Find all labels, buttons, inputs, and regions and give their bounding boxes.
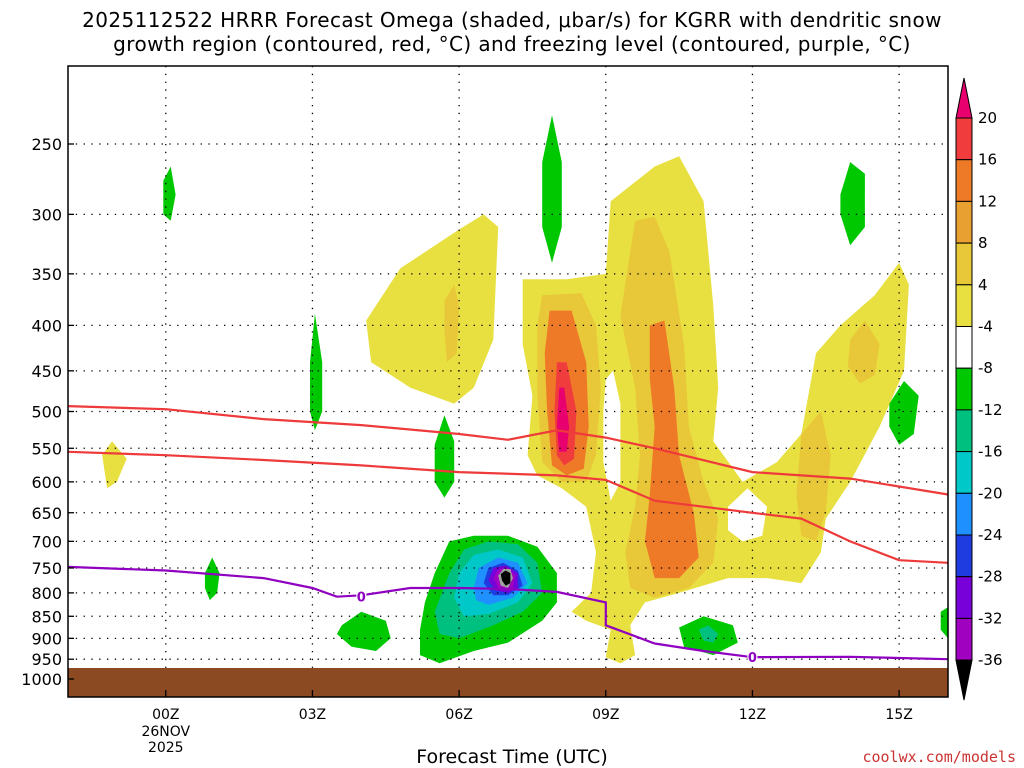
omega-region-18 [889,381,919,445]
y-tick-label-900: 900 [31,629,62,648]
colorbar-box-10 [955,534,973,578]
ground-fill [68,668,948,697]
gridlines [68,66,948,697]
colorbar-box-4 [955,284,973,327]
y-tick-label-850: 850 [31,607,62,626]
y-tick-label-750: 750 [31,559,62,578]
omega-region-0 [366,214,499,404]
y-tick-label-950: 950 [31,650,62,669]
colorbar-label-3: 8 [978,234,988,252]
colorbar-bottom-arrow [955,659,973,701]
colorbar-box-9 [955,492,973,536]
colorbar-label-1: 16 [978,151,997,169]
x-date-day: 26NOV [141,724,190,740]
y-axis: 250 300 350 400 450 500 550 600 650 700 750 800 850 9… [21,135,74,689]
y-tick-label-700: 700 [31,532,62,551]
colorbar-top-arrow [955,77,973,119]
omega-region-12 [847,320,880,384]
y-tick-label-300: 300 [31,205,62,224]
colorbar-label-2: 12 [978,192,997,210]
dendritic-lower-contour [67,450,949,564]
omega-region-23 [940,607,948,639]
y-tick-label-550: 550 [31,439,62,458]
x-tick-label-4: 12Z [739,707,766,723]
y-tick-label-800: 800 [31,584,62,603]
x-tick-label-5: 15Z [885,707,912,723]
colorbar-box-7 [955,409,973,453]
omega-shading [102,115,948,664]
colorbar-label-12: -32 [978,609,1003,627]
omega-region-17 [840,162,865,246]
chart-title-line2: growth region (contoured, red, °C) and f… [113,32,911,56]
omega-region-13 [542,115,562,263]
y-tick-label-400: 400 [31,316,62,335]
y-tick-label-650: 650 [31,504,62,523]
y-tick-label-350: 350 [31,265,62,284]
x-tick-label-1: 03Z [299,707,326,723]
omega-region-1 [444,284,460,363]
colorbar-label-6: -8 [978,359,993,377]
freezing-level-contour [67,565,949,661]
freezing-contour-label-1: 0 [748,651,757,666]
y-tick-label-500: 500 [31,403,62,422]
colorbar-label-8: -16 [978,443,1003,461]
omega-region-22 [698,625,719,643]
colorbar-box-11 [955,576,973,619]
colorbar-label-10: -24 [978,526,1003,544]
chart-title-line1: 2025112522 HRRR Forecast Omega (shaded, … [82,8,942,32]
colorbar-box-0 [955,117,973,161]
y-tick-label-250: 250 [31,135,62,154]
x-tick-label-2: 06Z [445,707,472,723]
colorbar: 20 16 12 8 4 -4 -8 -12 -16 -20 -24 -28 -32 -36 [955,77,1003,701]
contour-lines: 00 [67,405,949,666]
y-tick-label-600: 600 [31,473,62,492]
colorbar-box-12 [955,617,973,661]
colorbar-box-2 [955,200,973,244]
colorbar-label-9: -20 [978,484,1003,502]
y-tick-label-1000: 1000 [21,670,62,689]
x-tick-label-0: 00Z [152,707,179,723]
ground-layer [68,668,948,697]
omega-region-6 [556,387,570,452]
colorbar-label-4: 4 [978,276,988,294]
credit-link[interactable]: coolwx.com/models [862,748,1016,766]
plot-frame [67,65,949,698]
x-date-year: 2025 [148,740,184,756]
freezing-contour-label-0: 0 [357,591,366,606]
colorbar-box-5 [955,326,973,369]
colorbar-box-3 [955,242,973,286]
omega-region-33 [500,570,511,586]
colorbar-box-6 [955,367,973,411]
y-tick-label-450: 450 [31,362,62,381]
x-axis-title: Forecast Time (UTC) [416,746,608,768]
colorbar-label-11: -28 [978,568,1003,586]
omega-region-14 [434,415,455,498]
omega-region-15 [310,313,323,431]
x-tick-label-3: 09Z [592,707,619,723]
colorbar-label-13: -36 [978,651,1003,669]
omega-region-8 [644,320,699,579]
omega-region-9 [603,370,621,501]
omega-region-20 [336,611,391,651]
omega-region-16 [163,166,176,221]
colorbar-label-7: -12 [978,401,1003,419]
omega-region-19 [204,557,220,601]
freezing-label-bg-0 [356,589,367,604]
omega-region-10 [728,488,768,542]
colorbar-label-5: -4 [978,318,993,336]
dendritic-upper-contour [67,405,949,496]
colorbar-label-0: 20 [978,109,997,127]
freezing-label-bg-1 [747,649,758,664]
colorbar-box-8 [955,451,973,494]
colorbar-box-1 [955,159,973,202]
